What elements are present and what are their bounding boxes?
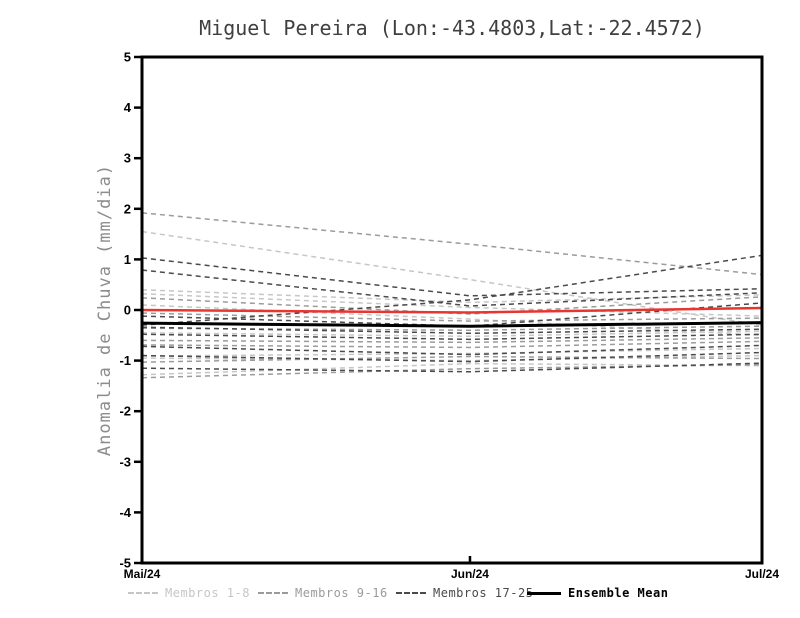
series-line-zero-reference [141, 306, 763, 314]
y-tick-label: -3 [119, 454, 131, 469]
y-tick-label: -2 [119, 404, 131, 419]
y-tick-label: 5 [124, 50, 131, 65]
y-tick-label: 1 [124, 252, 131, 267]
legend-label: Ensemble Mean [568, 586, 669, 600]
legend-label: Membros 9-16 [295, 586, 388, 600]
x-tick-label: Mai/24 [124, 567, 161, 581]
y-tick-label: 3 [124, 151, 131, 166]
series-line-membro-19 [141, 254, 763, 326]
legend-label: Membros 17-25 [433, 586, 534, 600]
series-line-membro-2 [141, 289, 763, 304]
series-line-membro-23 [141, 344, 763, 356]
dashed-line-swatch [258, 592, 288, 594]
series-line-membro-9 [141, 212, 763, 276]
series-line-membro-3 [141, 293, 763, 317]
series-line-membro-11 [141, 312, 763, 322]
series-line-membro-21 [141, 326, 763, 335]
series-line-membro-18 [141, 269, 763, 307]
series-line-ensemble-mean [141, 321, 763, 328]
series-line-membro-24 [141, 351, 763, 363]
dashed-line-swatch [128, 592, 158, 594]
series-line-membro-22 [141, 333, 763, 341]
dashed-line-swatch [396, 592, 426, 594]
legend-item-ensemble-mean: Ensemble Mean [527, 584, 668, 602]
y-tick-label: 0 [124, 303, 131, 318]
series-line-membro-1 [141, 230, 763, 326]
chart-title: Miguel Pereira (Lon:-43.4803,Lat:-22.457… [199, 16, 705, 40]
y-tick-label: -4 [119, 505, 131, 520]
y-tick-label: -5 [119, 556, 131, 571]
legend-label: Membros 1-8 [165, 586, 250, 600]
x-tick-label: Jun/24 [451, 567, 489, 581]
y-tick-label: 4 [124, 100, 132, 115]
legend-item-membros-9-16: Membros 9-16 [258, 584, 388, 602]
y-tick-label: -1 [119, 353, 131, 368]
series-line-membro-14 [141, 340, 763, 349]
series-line-membro-25 [141, 362, 763, 373]
series-line-membro-13 [141, 337, 763, 344]
legend-item-membros-1-8: Membros 1-8 [128, 584, 250, 602]
series-line-membro-17 [141, 257, 763, 297]
series-line-membro-5 [141, 330, 763, 338]
series-line-membro-10 [141, 296, 763, 315]
solid-line-swatch [527, 591, 561, 595]
series-line-membro-7 [141, 362, 763, 376]
y-tick-label: 2 [124, 201, 131, 216]
legend: Membros 1-8 Membros 9-16 Membros 17-25 E… [0, 584, 800, 604]
x-tick-label: Jul/24 [745, 567, 779, 581]
series-line-membro-6 [141, 347, 763, 357]
legend-item-membros-17-25: Membros 17-25 [396, 584, 533, 602]
series-line-membro-15 [141, 355, 763, 363]
